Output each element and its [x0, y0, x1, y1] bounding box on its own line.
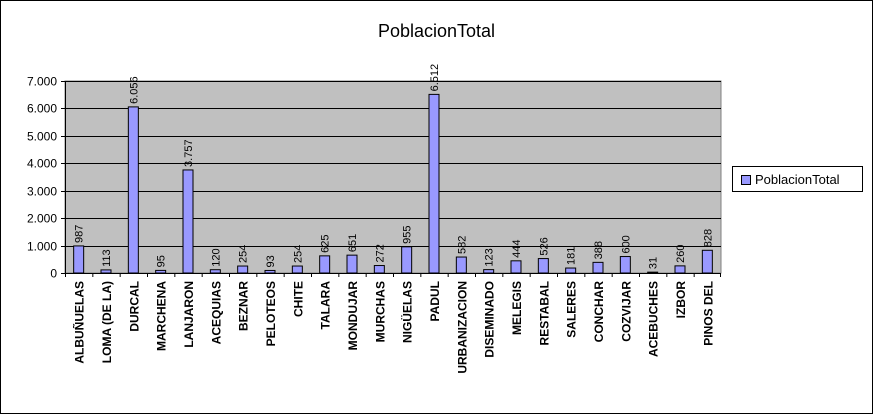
data-label: 651: [347, 234, 359, 252]
bar: [182, 169, 194, 274]
data-label: 31: [648, 257, 660, 269]
bar: [264, 269, 276, 274]
bar: [291, 265, 303, 274]
data-label: 113: [101, 249, 113, 267]
data-label: 120: [210, 248, 222, 266]
bar: [619, 256, 631, 274]
data-label: 955: [402, 225, 414, 243]
data-label: 6.512: [429, 64, 441, 92]
y-tick-label: 3.000: [27, 185, 57, 199]
x-tick-label: MONDUJAR: [346, 281, 360, 351]
x-tick-label: ACEQUIAS: [209, 281, 223, 344]
data-label: 388: [593, 241, 605, 259]
y-tick-label: 1.000: [27, 240, 57, 254]
data-label: 987: [74, 225, 86, 243]
data-label: 272: [374, 244, 386, 262]
bar: [701, 249, 713, 274]
x-tick-label: BEZNAR: [237, 281, 251, 331]
y-tick-label: 0: [50, 267, 57, 281]
data-label: 828: [702, 229, 714, 247]
x-tick-label: RESTABAL: [537, 281, 551, 345]
legend-label: PoblacionTotal: [755, 172, 840, 187]
bar: [319, 255, 331, 274]
data-label: 254: [238, 245, 250, 263]
x-tick-label: ALBUÑUELAS: [72, 281, 87, 364]
x-tick-label: SALERES: [565, 281, 579, 338]
data-label: 625: [320, 234, 332, 252]
bar: [483, 269, 495, 274]
bar: [73, 245, 85, 274]
x-tick-label: MELEGIS: [510, 281, 524, 335]
x-tick-label: ACEBUCHES: [647, 281, 661, 357]
legend: PoblacionTotal: [732, 166, 863, 192]
data-label: 600: [620, 235, 632, 253]
data-label: 3.757: [183, 139, 195, 167]
legend-swatch: [741, 175, 751, 185]
data-label: 444: [511, 239, 523, 257]
y-tick-label: 7.000: [27, 75, 57, 89]
data-label: 181: [566, 247, 578, 265]
data-label: 582: [456, 236, 468, 254]
x-tick-label: LOMA (DE LA): [100, 281, 114, 363]
bar: [100, 269, 112, 274]
x-tick-label: LANJARON: [182, 281, 196, 348]
data-label: 254: [292, 245, 304, 263]
x-tick-label: PADUL: [428, 281, 442, 321]
bar: [537, 258, 549, 274]
bar: [209, 269, 221, 274]
x-tick-label: CHITE: [291, 281, 305, 317]
x-tick-label: TALARA: [319, 281, 333, 330]
bar: [401, 246, 413, 274]
bar: [237, 265, 249, 274]
x-tick-label: DISEMINADO: [483, 281, 497, 358]
bar: [428, 93, 440, 274]
bar: [674, 265, 686, 274]
x-tick-label: PELOTEOS: [264, 281, 278, 346]
bar: [510, 260, 522, 274]
bar: [127, 106, 139, 274]
plot-background: [64, 80, 722, 274]
y-tick-label: 6.000: [27, 102, 57, 116]
bar: [373, 265, 385, 274]
data-label: 6.056: [128, 76, 140, 104]
x-tick-label: CONCHAR: [592, 281, 606, 343]
x-tick-label: COZVIJAR: [619, 281, 633, 342]
bar: [155, 269, 167, 274]
x-tick-label: IZBOR: [674, 281, 688, 319]
bar: [592, 261, 604, 274]
x-tick-label: URBANIZACION: [455, 281, 469, 374]
data-label: 123: [484, 248, 496, 266]
y-tick-label: 5.000: [27, 130, 57, 144]
y-tick-label: 4.000: [27, 157, 57, 171]
x-tick-label: PINOS DEL: [701, 281, 715, 346]
chart-title: PoblacionTotal: [377, 21, 496, 41]
bar: [647, 271, 659, 274]
data-label: 93: [265, 255, 277, 267]
data-label: 260: [675, 245, 687, 263]
data-label: 526: [538, 237, 550, 255]
x-tick-label: NIGÜELAS: [400, 281, 415, 343]
y-tick-label: 2.000: [27, 212, 57, 226]
bar: [346, 254, 358, 274]
x-tick-label: DURCAL: [127, 281, 141, 332]
bar: [565, 267, 577, 274]
x-tick-label: MURCHAS: [373, 281, 387, 342]
data-label: 95: [156, 255, 168, 267]
x-tick-label: MARCHENA: [155, 281, 169, 351]
bar: [455, 256, 467, 274]
